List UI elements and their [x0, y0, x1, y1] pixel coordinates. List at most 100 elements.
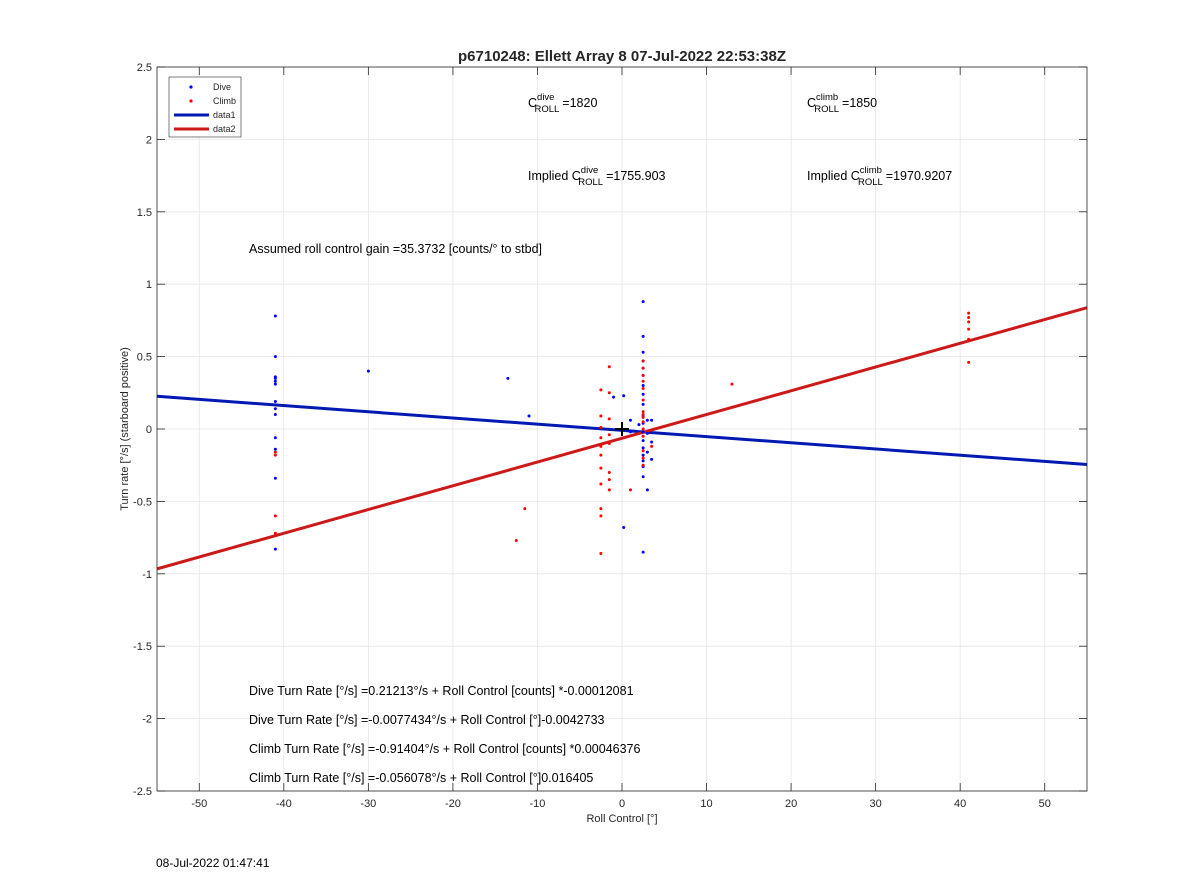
implied-climb-sup: climb	[860, 165, 882, 176]
climb-point	[599, 514, 603, 518]
dive-point	[650, 457, 654, 461]
climb-point	[967, 360, 971, 364]
axis-ticks: -50 -40 -30 -20 -10 0 10 20 30 40 50-2.5-2-1.5-1-0…	[133, 62, 1087, 810]
climb-point	[599, 414, 603, 418]
implied-dive-sub: ROLL	[578, 177, 603, 188]
dive-point	[273, 447, 277, 451]
climb-point	[607, 433, 611, 437]
dive-point	[641, 446, 645, 450]
climb-point	[641, 456, 645, 460]
dive-point	[641, 384, 645, 388]
dive-point	[622, 525, 626, 529]
dive-point	[273, 413, 277, 417]
dive-point	[273, 476, 277, 480]
dive-point	[641, 550, 645, 554]
climb-point	[273, 453, 277, 457]
implied-dive-sup: dive	[581, 165, 598, 176]
implied-dive-value: =1755.903	[606, 169, 665, 183]
x-tick-label: -20	[445, 798, 461, 810]
climb-point	[599, 426, 603, 430]
dive-point	[641, 453, 645, 457]
annotation-c-roll-dive: Cdive ROLL =1820	[528, 92, 597, 115]
x-tick-label: -50	[191, 798, 207, 810]
dive-point	[641, 459, 645, 463]
annotation-implied-dive: Implied Cdive ROLL =1755.903	[528, 165, 666, 188]
dive-point	[273, 376, 277, 380]
climb-point	[514, 538, 518, 542]
legend-dive-label: Dive	[213, 82, 231, 92]
climb-point	[273, 514, 277, 518]
climb-point	[599, 453, 603, 457]
climb-point	[641, 434, 645, 438]
y-tick-label: 0.5	[137, 352, 152, 364]
dive-point	[641, 402, 645, 406]
x-tick-label: 0	[619, 798, 625, 810]
c-roll-dive-prefix: C	[528, 96, 537, 110]
climb-point	[599, 388, 603, 392]
dive-point	[641, 350, 645, 354]
y-tick-label: -2	[142, 714, 152, 726]
climb-point	[607, 441, 611, 445]
implied-climb-sub: ROLL	[858, 177, 883, 188]
annotation-gain: Assumed roll control gain =35.3732 [coun…	[249, 242, 542, 256]
y-tick-label: 1	[146, 279, 152, 291]
y-tick-label: 2	[146, 134, 152, 146]
climb-point	[967, 316, 971, 320]
chart-title: p6710248: Ellett Array 8 07-Jul-2022 22:…	[458, 48, 786, 65]
annotation-eq3: Climb Turn Rate [°/s] =-0.91404°/s + Rol…	[249, 742, 641, 756]
dive-point	[273, 436, 277, 440]
legend-climb-label: Climb	[213, 96, 236, 106]
dive-point	[628, 418, 632, 422]
dive-point	[273, 355, 277, 359]
legend-dive-marker	[189, 85, 193, 89]
dive-point	[273, 547, 277, 551]
dive-point	[366, 369, 370, 373]
c-roll-climb-sup: climb	[816, 92, 838, 103]
c-roll-dive-sup: dive	[537, 92, 554, 103]
legend-climb-marker	[189, 99, 193, 103]
climb-point	[967, 337, 971, 341]
annotation-c-roll-climb: Cclimb ROLL =1850	[807, 92, 877, 115]
dive-point	[641, 430, 645, 434]
dive-point	[641, 300, 645, 304]
implied-dive-prefix: Implied C	[528, 169, 581, 183]
dive-point	[628, 430, 632, 434]
y-tick-label: 2.5	[137, 62, 152, 74]
scatter-points	[273, 300, 971, 556]
climb-point	[599, 436, 603, 440]
climb-point	[641, 415, 645, 419]
climb-point	[607, 470, 611, 474]
x-tick-label: -10	[530, 798, 546, 810]
y-tick-label: 0	[146, 424, 152, 436]
annotation-implied-climb: Implied Cclimb ROLL =1970.9207	[807, 165, 952, 188]
x-tick-label: 30	[870, 798, 882, 810]
y-tick-label: -2.5	[133, 786, 152, 798]
climb-point	[730, 382, 734, 386]
climb-point	[967, 311, 971, 315]
climb-point	[607, 488, 611, 492]
climb-point	[641, 420, 645, 424]
dive-point	[273, 382, 277, 386]
dive-point	[641, 475, 645, 479]
dive-point	[527, 414, 531, 418]
legend-data1-label: data1	[213, 110, 236, 120]
y-tick-label: -1.5	[133, 641, 152, 653]
climb-point	[641, 398, 645, 402]
climb-point	[523, 507, 527, 511]
dive-point	[273, 399, 277, 403]
legend: Dive Climb data1 data2	[168, 76, 242, 138]
climb-point	[650, 444, 654, 448]
dive-point	[273, 407, 277, 411]
dive-point	[650, 440, 654, 444]
climb-point	[599, 466, 603, 470]
climb-point	[607, 391, 611, 395]
climb-point	[967, 327, 971, 331]
dive-point	[645, 431, 649, 435]
x-tick-label: -30	[360, 798, 376, 810]
y-tick-label: -0.5	[133, 496, 152, 508]
x-tick-label: 40	[954, 798, 966, 810]
dive-point	[612, 395, 616, 399]
